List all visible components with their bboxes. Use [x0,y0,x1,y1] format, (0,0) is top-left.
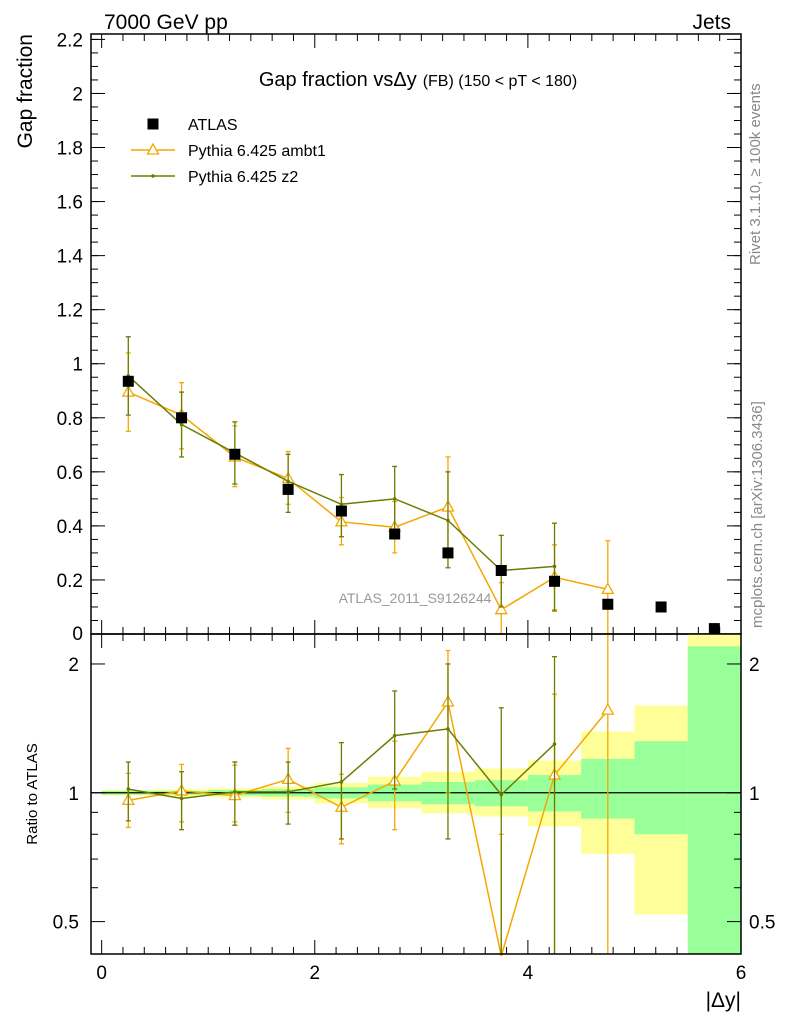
rivet-label: Rivet 3.1.10, ≥ 100k events [747,83,764,265]
main-title-suffix: (FB) (150 < pT < 180) [423,73,577,90]
ratio-ambt1-line [128,700,609,957]
atlas-point [708,623,720,635]
ratio-plot-frame [90,633,742,955]
main-ytick-label: 1.4 [57,247,84,268]
z2-point [552,564,557,569]
legend-marker-ambt1 [146,142,160,155]
atlas-point [282,483,294,495]
ratio-y-axis-label: Ratio to ATLAS [24,743,41,844]
ratio-z2-point [286,790,290,794]
ambt1-point [494,602,508,615]
svg-text:Gap fraction vsΔy(FB) (150 < p: Gap fraction vsΔy (FB) (150 < pT < 180) [259,69,577,91]
xtick-label: 2 [309,963,320,984]
z2-point [392,497,397,501]
legend-label: Pythia 6.425 z2 [188,169,298,186]
legend: ATLAS Pythia 6.425 ambt1 Pythia 6.425 z2 [131,117,326,186]
ratio-z2-point [446,727,450,731]
atlas-point [495,564,507,576]
ratio-ytick-label: 1 [68,784,79,805]
main-ytick-label: 0.6 [57,463,83,484]
main-ytick-label: 1 [72,355,83,376]
ratio-ytick-label-right: 2 [749,655,760,676]
atlas-point [549,575,561,587]
atlas-point [602,598,614,610]
z2-point [446,518,450,523]
main-ytick-label: 1.8 [57,139,83,160]
ratio-band-green [634,741,688,835]
xtick-label: 4 [523,963,534,984]
ratio-z2-point [179,796,184,801]
atlas-point [122,375,134,387]
atlas-point [442,547,454,559]
main-panel: ATLAS_2011_S9126244 Gap fraction vsΔy (FB… [14,30,742,954]
header-left: 7000 GeV pp [104,11,228,34]
ratio-z2-point [339,780,344,784]
main-ytick-label: 2 [72,84,83,105]
xtick-label: 0 [96,963,107,984]
ratio-z2-point [392,733,397,738]
ratio-ytick-label: 0.5 [53,913,79,934]
z2-point [286,479,290,484]
ratio-ambt1-point [601,702,615,715]
legend-label: Pythia 6.425 ambt1 [188,143,326,160]
ratio-panel: Ratio to ATLAS 0.5 0.5 1 1 2 2 0 2 4 6 |Δy| [24,633,775,1012]
header-right: Jets [692,11,731,34]
ratio-ytick-label: 2 [68,655,79,676]
mcplots-label: mcplots.cern.ch [arXiv:1306.3436] [749,401,766,628]
main-watermark: ATLAS_2011_S9126244 [339,590,492,606]
atlas-point [229,448,241,460]
main-ytick-label: 0.4 [57,517,84,538]
main-ytick-label-zero: 0 [72,624,83,645]
ratio-band-green [687,646,741,954]
legend-label: ATLAS [188,117,238,134]
main-ytick-label: 1.2 [57,301,83,322]
main-title-text: Gap fraction vs [259,69,394,91]
main-ytick-label: 0.2 [57,571,83,592]
ratio-z2-point [233,790,237,794]
ratio-ytick-label-right: 0.5 [749,913,775,934]
main-ytick-label: 1.6 [57,193,83,214]
ratio-z2-point [499,792,504,797]
atlas-point [335,505,347,517]
ratio-z2-point [126,787,131,791]
ambt1-line [127,391,608,611]
atlas-point [389,528,401,540]
ratio-ytick-label-right: 1 [749,784,760,805]
x-axis-label: |Δy| [706,989,741,1012]
legend-marker-atlas [147,118,159,130]
z2-point [179,422,184,427]
main-title: Gap fraction vsΔy (FB) (150 < pT < 180) [259,69,577,91]
z2-point [339,502,344,507]
main-ytick-label: 0.8 [57,409,83,430]
atlas-point [655,601,667,613]
main-title-symbol: Δy [393,69,416,91]
ambt1-point [601,582,615,595]
xtick-label: 6 [736,963,747,984]
legend-marker-z2 [151,174,155,178]
main-y-axis-label: Gap fraction [14,34,37,148]
ratio-z2-point [552,742,557,746]
atlas-point [176,412,188,424]
main-ytick-label: 2.2 [57,30,83,51]
